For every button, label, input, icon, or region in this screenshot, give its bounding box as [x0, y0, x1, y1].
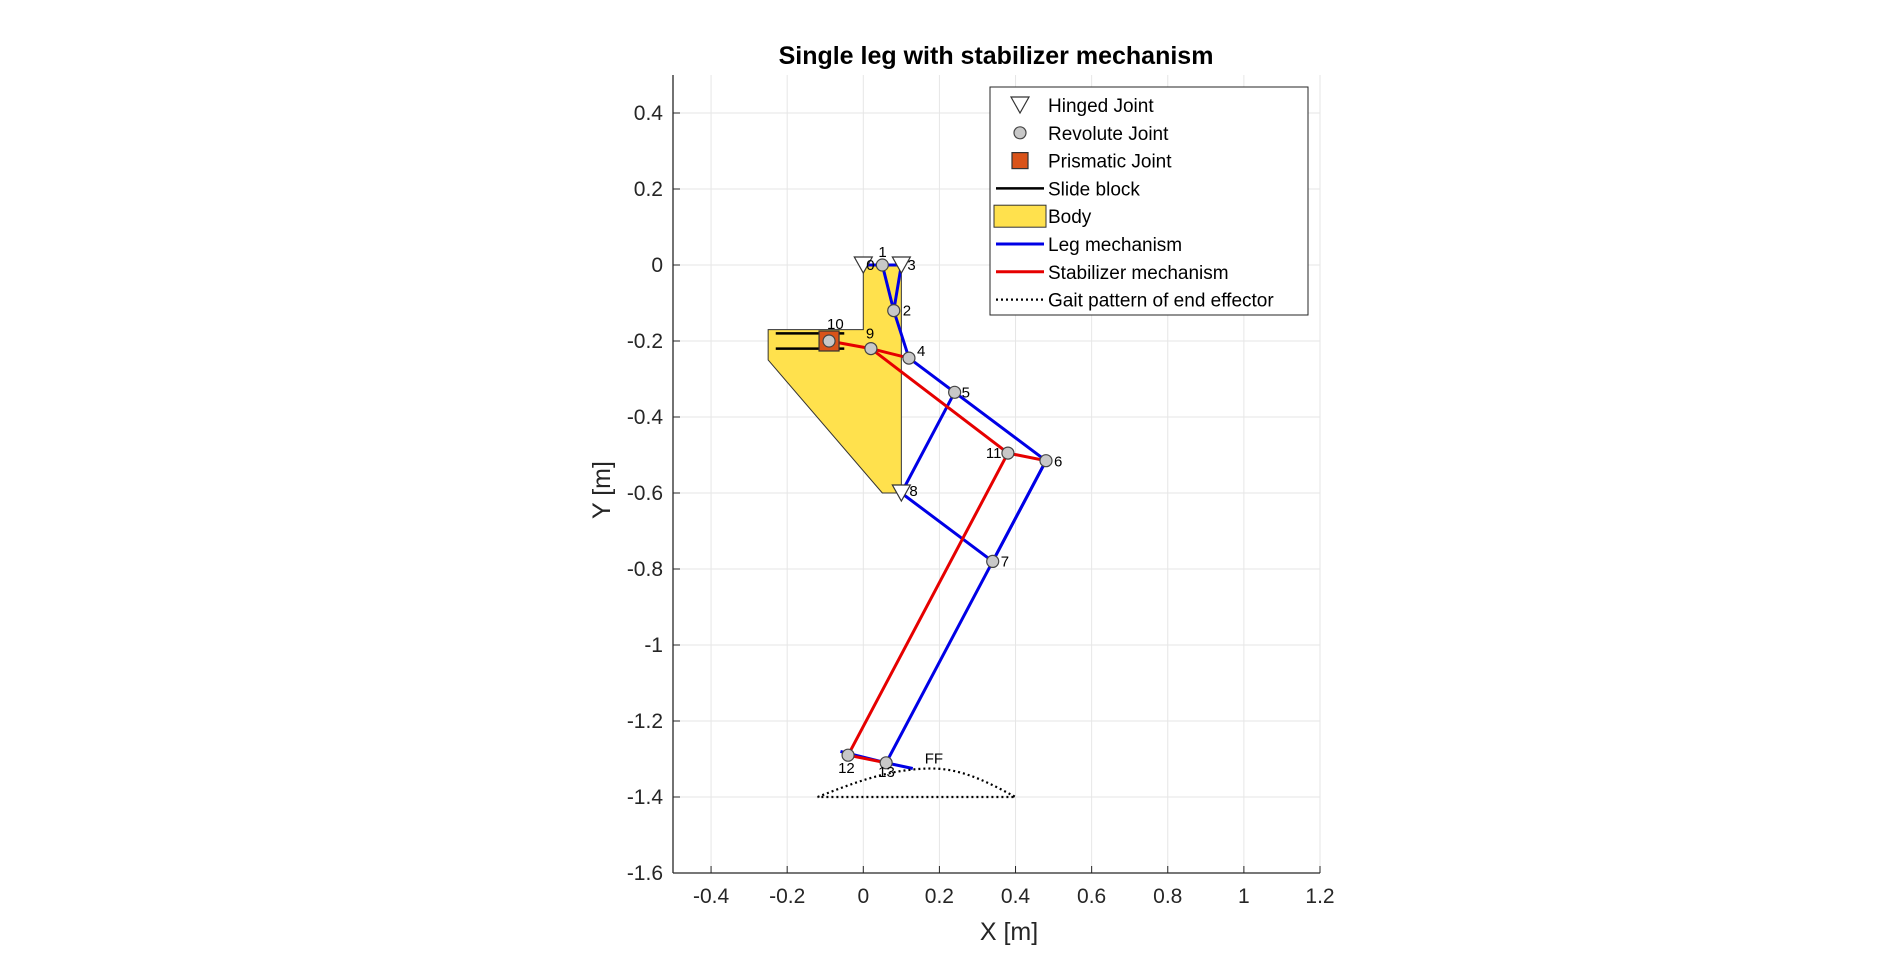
y-tick-label: -1 [644, 634, 663, 657]
revolute-joint-marker [1039, 454, 1053, 468]
x-tick-label: -0.2 [769, 885, 805, 908]
joint-label-0: 0 [866, 257, 874, 274]
axes: -0.4 -0.2 0 0.2 0.4 0.6 0.8 1 1.2 -1.6 -1.4 -1.2 -1 -… [627, 75, 1335, 908]
legend: Hinged Joint Revolute Joint Prismatic Join… [989, 86, 1309, 316]
hinged-joint-marker [853, 256, 874, 275]
joint-label-12: 12 [838, 760, 855, 777]
legend-box [989, 86, 1309, 316]
y-tick-label: -1.6 [627, 862, 663, 885]
y-tick-label: -0.4 [627, 406, 664, 429]
y-tick-label: -0.2 [627, 330, 663, 353]
y-tick-label: 0.4 [634, 102, 664, 125]
joint-label-2: 2 [903, 303, 911, 320]
hinged-joint-marker [891, 256, 912, 275]
x-tick-label: 0.4 [1001, 885, 1031, 908]
joint-label-10: 10 [827, 316, 844, 333]
gait-pattern-curve [817, 767, 1017, 799]
legend-label: Slide block [1048, 179, 1140, 200]
y-tick-label: -0.8 [627, 558, 663, 581]
revolute-joint-marker [887, 304, 901, 318]
joint-label-1: 1 [878, 244, 886, 261]
revolute-joint-marker [875, 258, 889, 272]
x-tick-label: 0.6 [1077, 885, 1106, 908]
joint-label-3: 3 [907, 257, 915, 274]
stabilizer-link [828, 339, 1047, 463]
revolute-joint-marker [986, 554, 1000, 569]
y-tick-label: -1.4 [627, 786, 664, 809]
legend-label: Gait pattern of end effector [1048, 291, 1274, 312]
legend-symbol-body [993, 204, 1047, 228]
revolute-joint-marker [864, 342, 878, 356]
hinged-joint-marker [891, 484, 912, 503]
x-tick-label: 0 [857, 885, 869, 908]
joint-label-5: 5 [962, 384, 970, 401]
y-tick-label: 0 [651, 254, 663, 277]
legend-label: Prismatic Joint [1048, 152, 1172, 173]
revolute-joint-marker [1001, 446, 1015, 460]
y-axis-label: Y [m] [588, 461, 616, 519]
y-tick-label: -1.2 [627, 710, 663, 733]
joint-label-6: 6 [1054, 454, 1062, 471]
revolute-joint-marker [948, 385, 962, 399]
y-tick-label: -0.6 [627, 482, 663, 505]
x-tick-label: 1 [1238, 885, 1250, 908]
x-axis-label: X [m] [980, 918, 1038, 946]
joint-label-11: 11 [986, 445, 1002, 462]
x-tick-label: -0.4 [693, 885, 730, 908]
joint-label-4: 4 [917, 343, 925, 360]
joint-label-13: 13 [878, 764, 895, 781]
x-tick-label: 0.8 [1153, 885, 1182, 908]
legend-symbol-prismatic-joint [1011, 152, 1029, 170]
joint-label-7: 7 [1001, 553, 1009, 570]
revolute-joint-marker [902, 351, 916, 365]
legend-label: Leg mechanism [1048, 235, 1182, 256]
body-patch [767, 264, 902, 494]
x-tick-label: 1.2 [1305, 885, 1334, 908]
revolute-joint-marker [879, 756, 893, 770]
legend-label: Stabilizer mechanism [1048, 263, 1229, 284]
legend-label: Revolute Joint [1048, 124, 1169, 145]
joint-label-FF: FF [925, 751, 943, 768]
gait-layer [817, 767, 1017, 799]
x-tick-label: 0.2 [925, 885, 954, 908]
legend-label: Body [1048, 207, 1092, 228]
chart-title: Single leg with stabilizer mechanism [779, 42, 1214, 70]
revolute-joint-marker [841, 748, 855, 762]
legend-symbol-revolute-joint [1013, 126, 1027, 140]
legend-symbol-hinged-joint [1009, 96, 1031, 115]
y-tick-label: 0.2 [634, 178, 663, 201]
joint-label-9: 9 [866, 326, 874, 343]
revolute-joint-marker [822, 334, 836, 348]
legend-label: Hinged Joint [1048, 96, 1154, 117]
joint-label-8: 8 [909, 483, 917, 500]
